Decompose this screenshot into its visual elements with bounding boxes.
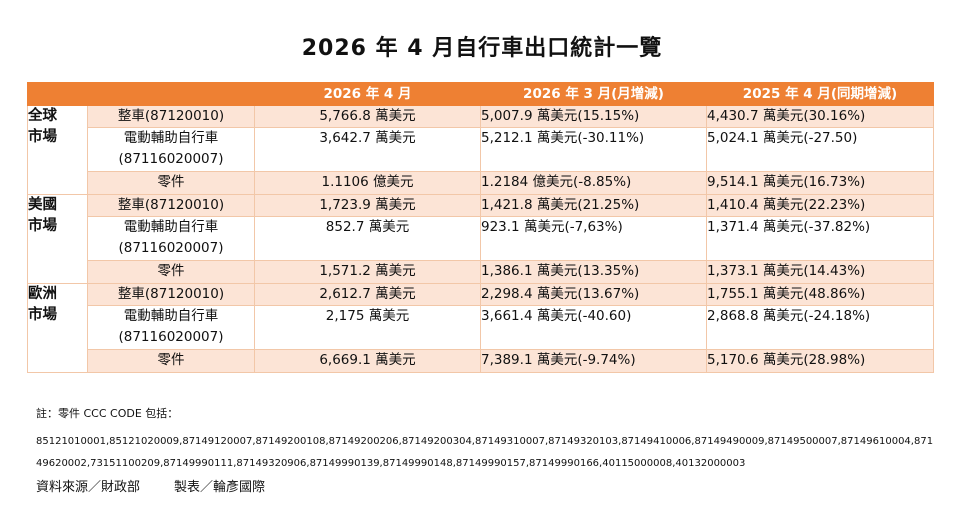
- item-code: (87116020007): [118, 151, 224, 167]
- value-cell-v1: 1.1106 億美元: [254, 171, 481, 195]
- region-label: 歐洲 市場: [27, 283, 88, 373]
- region-label-line1: 美國: [28, 197, 57, 213]
- region-label: 美國 市場: [27, 194, 88, 284]
- value-cell-v2: 5,007.9 萬美元(15.15%): [480, 105, 707, 128]
- item-cell: 零件: [87, 260, 255, 284]
- header-cell: [87, 82, 255, 106]
- item-name: 電動輔助自行車: [123, 130, 219, 146]
- table-row: 零件 1,571.2 萬美元 1,386.1 萬美元(13.35%) 1,373.1 …: [28, 260, 934, 284]
- value-cell-v2: 5,212.1 萬美元(-30.11%): [480, 127, 707, 172]
- table-row: 全球市場 整車(87120010) 5,766.8 萬美元 5,007.9 萬美元(1…: [27, 105, 934, 195]
- value-cell-v3: 1,755.1 萬美元(48.86%): [706, 283, 934, 306]
- ccc-code-note: 註：零件 CCC CODE 包括：: [36, 407, 179, 420]
- table-row: 美國市場 整車(87120010) 1,723.9 萬美元 1,421.8 萬美元(2…: [27, 194, 934, 284]
- value-cell-v1: 1,723.9 萬美元: [254, 194, 481, 217]
- value-cell-v1: 3,642.7 萬美元: [254, 127, 481, 172]
- table-header-row: 2026 年 4 月 2026 年 3 月(月增減) 2025 年 4 月(同期…: [27, 82, 934, 106]
- region-label: 全球 市場: [27, 105, 88, 195]
- region-label-line2: 市場: [28, 129, 57, 145]
- value-cell-v3: 1,371.4 萬美元(-37.82%): [706, 216, 934, 261]
- source-line: 資料來源／財政部 製表／輪彥國際: [36, 476, 299, 495]
- value-cell-v1: 5,766.8 萬美元: [254, 105, 481, 128]
- region-label-line1: 歐洲: [28, 286, 57, 302]
- table-row: 電動輔助自行車 (87116020007) 2,175 萬美元 3,661.4 萬美元…: [28, 305, 934, 350]
- item-name: 整車(87120010): [117, 197, 225, 213]
- item-name: 零件: [157, 352, 185, 368]
- table-row: 零件 6,669.1 萬美元 7,389.1 萬美元(-9.74%) 5,170.6 …: [28, 349, 934, 373]
- item-name: 整車(87120010): [117, 286, 225, 302]
- value-cell-v3: 1,410.4 萬美元(22.23%): [706, 194, 934, 217]
- item-cell: 整車(87120010): [87, 194, 255, 217]
- value-cell-v1: 6,669.1 萬美元: [254, 349, 481, 373]
- item-cell: 零件: [87, 171, 255, 195]
- value-cell-v2: 923.1 萬美元(-7,63%): [480, 216, 707, 261]
- value-cell-v1: 2,612.7 萬美元: [254, 283, 481, 306]
- value-cell-v3: 2,868.8 萬美元(-24.18%): [706, 305, 934, 350]
- value-cell-v3: 5,170.6 萬美元(28.98%): [706, 349, 934, 373]
- region-label-line1: 全球: [28, 108, 57, 124]
- value-cell-v2: 1.2184 億美元(-8.85%): [480, 171, 707, 195]
- value-cell-v2: 1,421.8 萬美元(21.25%): [480, 194, 707, 217]
- value-cell-v2: 3,661.4 萬美元(-40.60): [480, 305, 707, 350]
- value-cell-v1: 1,571.2 萬美元: [254, 260, 481, 284]
- maker-text: 製表／輪彥國際: [174, 480, 266, 495]
- item-cell: 整車(87120010): [87, 283, 255, 306]
- value-cell-v1: 852.7 萬美元: [254, 216, 481, 261]
- item-cell: 零件: [87, 349, 255, 373]
- value-cell-v2: 2,298.4 萬美元(13.67%): [480, 283, 707, 306]
- region-label-line2: 市場: [28, 307, 57, 323]
- header-cell-mar-2026: 2026 年 3 月(月增減): [480, 82, 707, 106]
- item-cell: 電動輔助自行車 (87116020007): [87, 127, 255, 172]
- item-code: (87116020007): [118, 240, 224, 256]
- item-name: 零件: [157, 174, 185, 190]
- value-cell-v3: 5,024.1 萬美元(-27.50): [706, 127, 934, 172]
- item-cell: 電動輔助自行車 (87116020007): [87, 305, 255, 350]
- table-row: 電動輔助自行車 (87116020007) 3,642.7 萬美元 5,212.1 萬…: [28, 127, 934, 172]
- region-label-line2: 市場: [28, 218, 57, 234]
- header-cell: [27, 82, 88, 106]
- value-cell-v2: 7,389.1 萬美元(-9.74%): [480, 349, 707, 373]
- header-cell-apr-2025: 2025 年 4 月(同期增減): [706, 82, 934, 106]
- ccc-code-list: 85121010001,85121020009,87149120007,8714…: [36, 436, 934, 469]
- value-cell-v3: 1,373.1 萬美元(14.43%): [706, 260, 934, 284]
- item-name: 零件: [157, 263, 185, 279]
- table-row: 歐洲市場 整車(87120010) 2,612.7 萬美元 2,298.4 萬美元(1…: [27, 283, 934, 373]
- item-name: 整車(87120010): [117, 108, 225, 124]
- value-cell-v2: 1,386.1 萬美元(13.35%): [480, 260, 707, 284]
- item-code: (87116020007): [118, 329, 224, 345]
- item-cell: 電動輔助自行車 (87116020007): [87, 216, 255, 261]
- export-stats-table: 2026 年 4 月 2026 年 3 月(月增減) 2025 年 4 月(同期…: [27, 82, 934, 373]
- item-cell: 整車(87120010): [87, 105, 255, 128]
- value-cell-v3: 9,514.1 萬美元(16.73%): [706, 171, 934, 195]
- item-name: 電動輔助自行車: [123, 219, 219, 235]
- header-cell-apr-2026: 2026 年 4 月: [254, 82, 481, 106]
- item-name: 電動輔助自行車: [123, 308, 219, 324]
- source-text: 資料來源／財政部: [36, 480, 141, 495]
- table-row: 零件 1.1106 億美元 1.2184 億美元(-8.85%) 9,514.1 萬美…: [28, 171, 934, 195]
- table-row: 電動輔助自行車 (87116020007) 852.7 萬美元 923.1 萬美元(-…: [28, 216, 934, 261]
- value-cell-v1: 2,175 萬美元: [254, 305, 481, 350]
- value-cell-v3: 4,430.7 萬美元(30.16%): [706, 105, 934, 128]
- page-title: 2026 年 4 月自行車出口統計一覽: [301, 36, 663, 61]
